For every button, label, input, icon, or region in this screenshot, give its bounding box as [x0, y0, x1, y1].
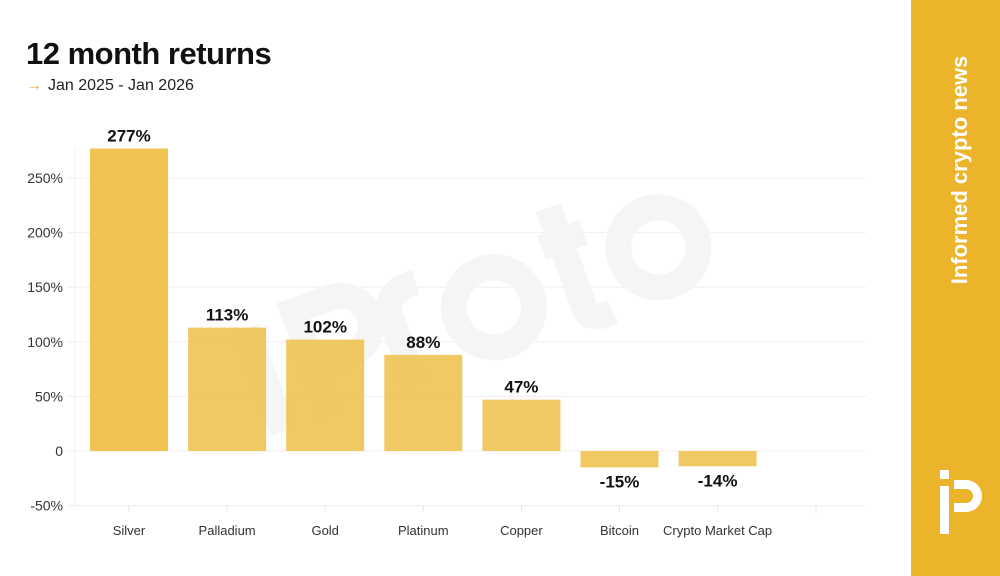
bar-silver — [90, 148, 168, 452]
bar-platinum — [384, 354, 463, 451]
y-tick-label: 50% — [35, 388, 63, 404]
x-category-label: Gold — [311, 523, 338, 538]
y-tick-label: 200% — [27, 225, 63, 241]
x-category-label: Bitcoin — [600, 523, 639, 538]
bar-gold — [286, 339, 365, 451]
bar-crypto-market-cap — [678, 451, 757, 467]
data-label: 102% — [303, 318, 346, 337]
arrow-right-icon: → — [26, 77, 42, 94]
data-label: 277% — [107, 127, 150, 146]
data-label: 113% — [206, 306, 249, 325]
protos-logo-icon — [940, 470, 982, 534]
brand-tagline: Informed crypto news — [947, 55, 972, 285]
chart-subtitle: → Jan 2025 - Jan 2026 — [26, 77, 194, 95]
data-label: -15% — [600, 472, 640, 491]
x-category-label: Crypto Market Cap — [663, 523, 772, 538]
data-label: 47% — [504, 378, 538, 397]
y-tick-label: 150% — [27, 279, 63, 295]
y-tick-label: 250% — [27, 170, 63, 186]
x-category-label: Platinum — [398, 523, 449, 538]
bar-bitcoin — [580, 451, 659, 468]
x-category-label: Silver — [113, 523, 146, 538]
date-range: Jan 2025 - Jan 2026 — [48, 77, 194, 94]
bar-palladium — [188, 327, 267, 451]
y-tick-label: -50% — [30, 498, 63, 514]
data-label: -14% — [698, 471, 738, 490]
bar-chart: -50% 0 50% 100% 150% 200% 250% 277% Silver 113% P… — [27, 127, 866, 538]
y-tick-label: 0 — [55, 443, 63, 459]
x-category-label: Palladium — [199, 523, 256, 538]
y-tick-label: 100% — [27, 334, 63, 350]
x-category-label: Copper — [500, 523, 543, 538]
data-label: 88% — [406, 333, 440, 352]
chart-title: 12 month returns — [26, 36, 272, 71]
bar-copper — [482, 399, 561, 451]
